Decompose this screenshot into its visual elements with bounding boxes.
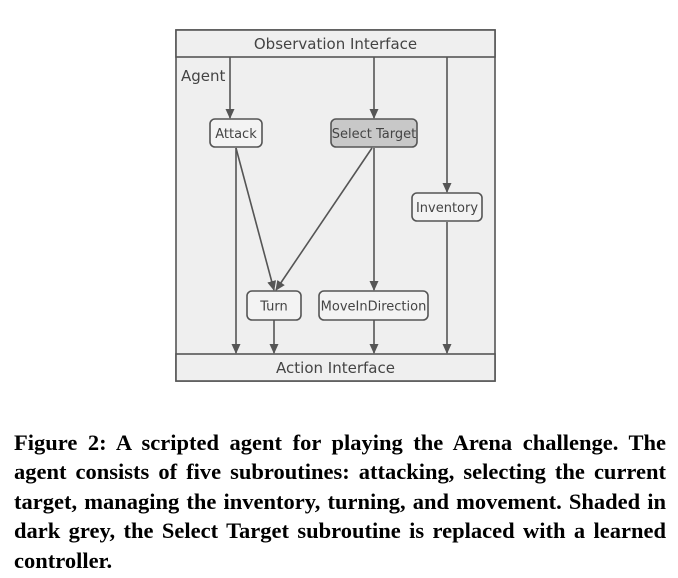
select-target-node: Select Target (330, 118, 418, 148)
attack-label: Attack (215, 127, 257, 142)
select-target-label: Select Target (332, 127, 416, 142)
arrow-select-target-to-turn (275, 147, 373, 291)
turn-node: Turn (246, 290, 302, 321)
move-in-direction-label: MoveInDirection (321, 300, 427, 315)
turn-label: Turn (259, 300, 288, 315)
agent-label: Agent (181, 67, 226, 85)
action-interface-bar (175, 353, 496, 382)
move-in-direction-node: MoveInDirection (318, 290, 429, 321)
inventory-label: Inventory (416, 201, 478, 216)
agent-architecture-diagram: Observation Interface Action Interface A… (175, 29, 496, 382)
observation-interface-label: Observation Interface (254, 35, 417, 53)
figure-caption: Figure 2: A scripted agent for playing t… (14, 430, 666, 573)
attack-node: Attack (209, 118, 263, 148)
action-interface-label: Action Interface (276, 359, 395, 377)
inventory-node: Inventory (411, 192, 483, 222)
observation-interface-bar (175, 29, 496, 58)
arrow-attack-to-turn (235, 147, 277, 291)
